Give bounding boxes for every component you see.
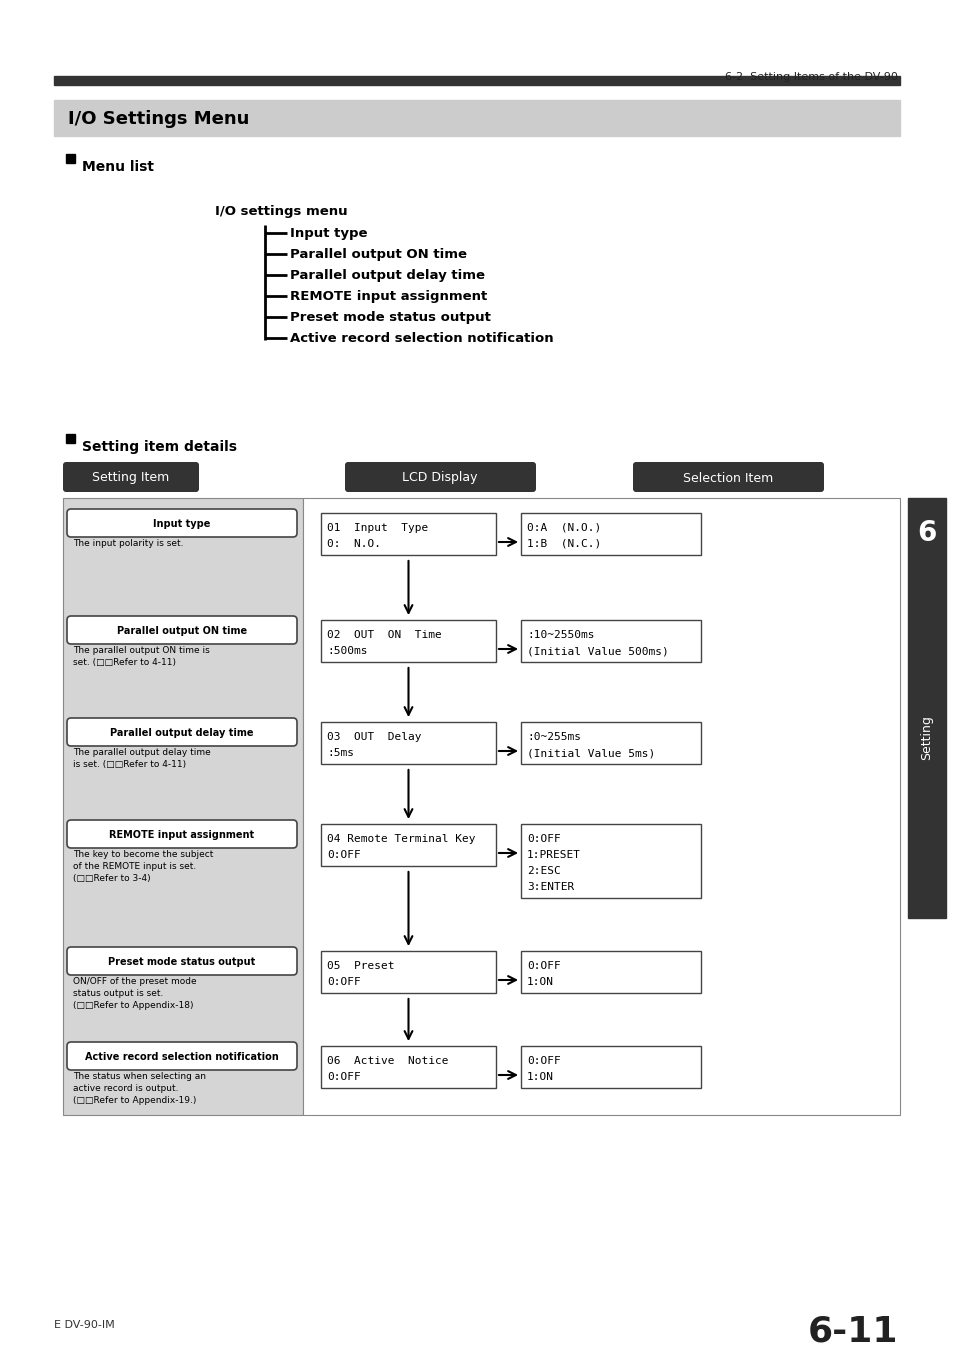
Text: 0:OFF: 0:OFF [327, 850, 360, 860]
Bar [66, 154, 75, 164]
Bar [520, 1046, 700, 1088]
Bar [320, 722, 496, 764]
Text: Active record selection notification: Active record selection notification [290, 333, 553, 345]
Text: Input type: Input type [153, 519, 211, 529]
Bar [520, 621, 700, 662]
Text: The status when selecting an
active record is output.
(□□Refer to Appendix-19.): The status when selecting an active reco… [73, 1072, 206, 1106]
Text: Parallel output ON time: Parallel output ON time [117, 626, 247, 635]
Text: 6-2  Setting Items of the DV-90: 6-2 Setting Items of the DV-90 [724, 72, 897, 82]
Text: Setting: Setting [920, 715, 933, 760]
Text: 04 Remote Terminal Key: 04 Remote Terminal Key [327, 834, 475, 844]
FancyBboxPatch shape [63, 462, 199, 492]
Text: E DV-90-IM: E DV-90-IM [54, 1320, 114, 1330]
Text: 05  Preset: 05 Preset [327, 961, 395, 971]
Text: 0:  N.O.: 0: N.O. [327, 539, 380, 549]
Text: Menu list: Menu list [82, 160, 153, 174]
Text: The key to become the subject
of the REMOTE input is set.
(□□Refer to 3-4): The key to become the subject of the REM… [73, 850, 213, 883]
Text: 3:ENTER: 3:ENTER [526, 882, 574, 892]
Text: 01  Input  Type: 01 Input Type [327, 523, 428, 533]
Bar [520, 512, 700, 556]
Text: 0:OFF: 0:OFF [327, 977, 360, 987]
Bar [320, 823, 496, 867]
Bar [54, 76, 899, 85]
Text: :10~2550ms: :10~2550ms [526, 630, 594, 639]
Bar [320, 950, 496, 992]
Bar [907, 498, 945, 918]
Text: 1:PRESET: 1:PRESET [526, 850, 580, 860]
Bar [520, 823, 700, 898]
Bar [303, 498, 899, 1115]
FancyBboxPatch shape [67, 617, 296, 644]
Text: I/O settings menu: I/O settings menu [214, 206, 347, 218]
FancyBboxPatch shape [67, 946, 296, 975]
Text: ON/OFF of the preset mode
status output is set.
(□□Refer to Appendix-18): ON/OFF of the preset mode status output … [73, 977, 196, 1010]
Text: Setting item details: Setting item details [82, 439, 236, 454]
Text: 0:OFF: 0:OFF [526, 834, 560, 844]
Text: Parallel output delay time: Parallel output delay time [111, 727, 253, 738]
Text: (Initial Value 5ms): (Initial Value 5ms) [526, 748, 655, 758]
Text: REMOTE input assignment: REMOTE input assignment [290, 289, 487, 303]
Text: 02  OUT  ON  Time: 02 OUT ON Time [327, 630, 441, 639]
Text: 0:OFF: 0:OFF [526, 961, 560, 971]
Text: 0:A  (N.O.): 0:A (N.O.) [526, 523, 600, 533]
Text: Selection Item: Selection Item [682, 472, 772, 484]
FancyBboxPatch shape [345, 462, 536, 492]
Bar [320, 512, 496, 556]
Text: Parallel output ON time: Parallel output ON time [290, 247, 467, 261]
Text: :0~255ms: :0~255ms [526, 731, 580, 742]
Bar [320, 621, 496, 662]
Bar [520, 722, 700, 764]
Text: The parallel output delay time
is set. (□□Refer to 4-11): The parallel output delay time is set. (… [73, 748, 211, 769]
Bar [320, 1046, 496, 1088]
FancyBboxPatch shape [633, 462, 823, 492]
FancyBboxPatch shape [67, 718, 296, 746]
Text: 1:ON: 1:ON [526, 977, 554, 987]
Text: 1:B  (N.C.): 1:B (N.C.) [526, 539, 600, 549]
Bar [54, 100, 899, 137]
Text: Preset mode status output: Preset mode status output [109, 957, 255, 967]
Text: LCD Display: LCD Display [402, 472, 477, 484]
Text: 6-11: 6-11 [806, 1315, 897, 1349]
Bar [520, 950, 700, 992]
Text: Parallel output delay time: Parallel output delay time [290, 269, 484, 283]
Text: 0:OFF: 0:OFF [526, 1056, 560, 1065]
FancyBboxPatch shape [67, 508, 296, 537]
FancyBboxPatch shape [67, 821, 296, 848]
Text: (Initial Value 500ms): (Initial Value 500ms) [526, 646, 668, 656]
Text: Preset mode status output: Preset mode status output [290, 311, 491, 324]
Bar [66, 434, 75, 443]
Text: 0:OFF: 0:OFF [327, 1072, 360, 1082]
Text: REMOTE input assignment: REMOTE input assignment [110, 830, 254, 840]
Text: 2:ESC: 2:ESC [526, 867, 560, 876]
Text: Input type: Input type [290, 227, 367, 241]
Text: 06  Active  Notice: 06 Active Notice [327, 1056, 448, 1065]
Text: The parallel output ON time is
set. (□□Refer to 4-11): The parallel output ON time is set. (□□R… [73, 646, 210, 667]
Text: Active record selection notification: Active record selection notification [85, 1052, 278, 1063]
Bar [63, 498, 303, 1115]
Text: Setting Item: Setting Item [92, 472, 170, 484]
Text: The input polarity is set.: The input polarity is set. [73, 539, 183, 548]
FancyBboxPatch shape [67, 1042, 296, 1069]
Text: I/O Settings Menu: I/O Settings Menu [68, 110, 249, 128]
Text: :500ms: :500ms [327, 646, 367, 656]
Text: 03  OUT  Delay: 03 OUT Delay [327, 731, 421, 742]
Text: :5ms: :5ms [327, 748, 354, 758]
Text: 6: 6 [917, 519, 936, 548]
Text: 1:ON: 1:ON [526, 1072, 554, 1082]
